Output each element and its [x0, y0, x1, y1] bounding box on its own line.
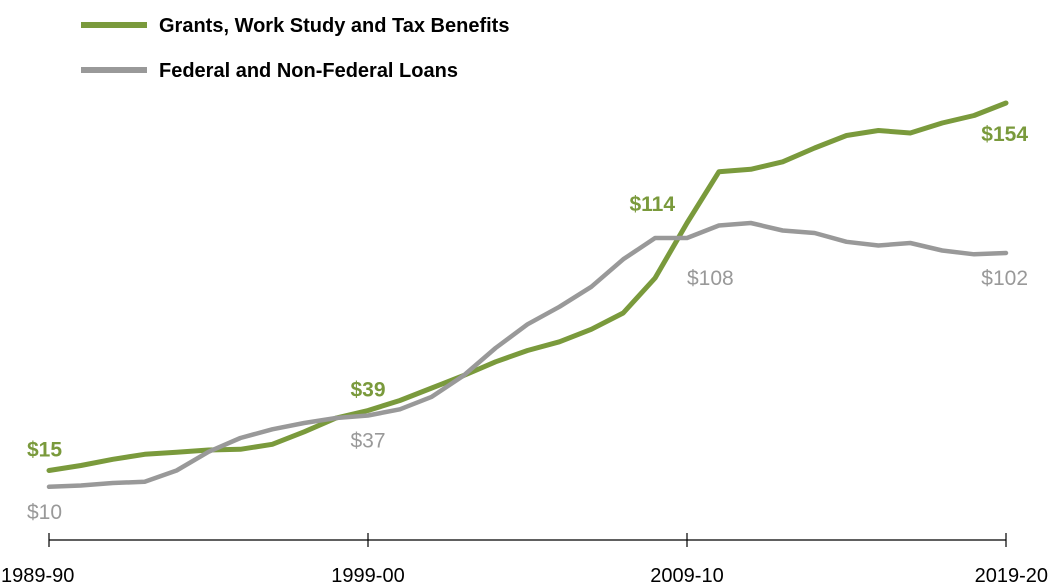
x-tick-label: 2009-10 [650, 565, 723, 586]
data-label-grants: $114 [629, 193, 675, 216]
x-tick-label: 2019-20 [975, 565, 1048, 586]
data-label-loans: $37 [350, 430, 385, 453]
x-tick-label: 1989-90 [1, 565, 74, 586]
data-labels: $15 $39 $114 $154 $10 $37 $108 $102 [27, 123, 1028, 524]
series-line-loans [46, 220, 1009, 490]
legend-label-grants: Grants, Work Study and Tax Benefits [159, 15, 509, 37]
data-label-grants: $154 [981, 123, 1028, 146]
series-line-grants [46, 100, 1009, 473]
series-layer [46, 100, 1009, 490]
data-label-grants: $39 [350, 379, 385, 402]
data-label-grants: $15 [27, 439, 62, 462]
data-label-loans: $10 [27, 501, 62, 524]
x-tick-label: 1999-00 [331, 565, 404, 586]
legend: Grants, Work Study and Tax Benefits Fede… [81, 15, 509, 82]
data-label-loans: $108 [687, 267, 734, 290]
x-axis: 1989-90 1999-00 2009-10 2019-20 [1, 533, 1048, 586]
legend-label-loans: Federal and Non-Federal Loans [159, 60, 458, 82]
data-label-loans: $102 [981, 267, 1028, 290]
